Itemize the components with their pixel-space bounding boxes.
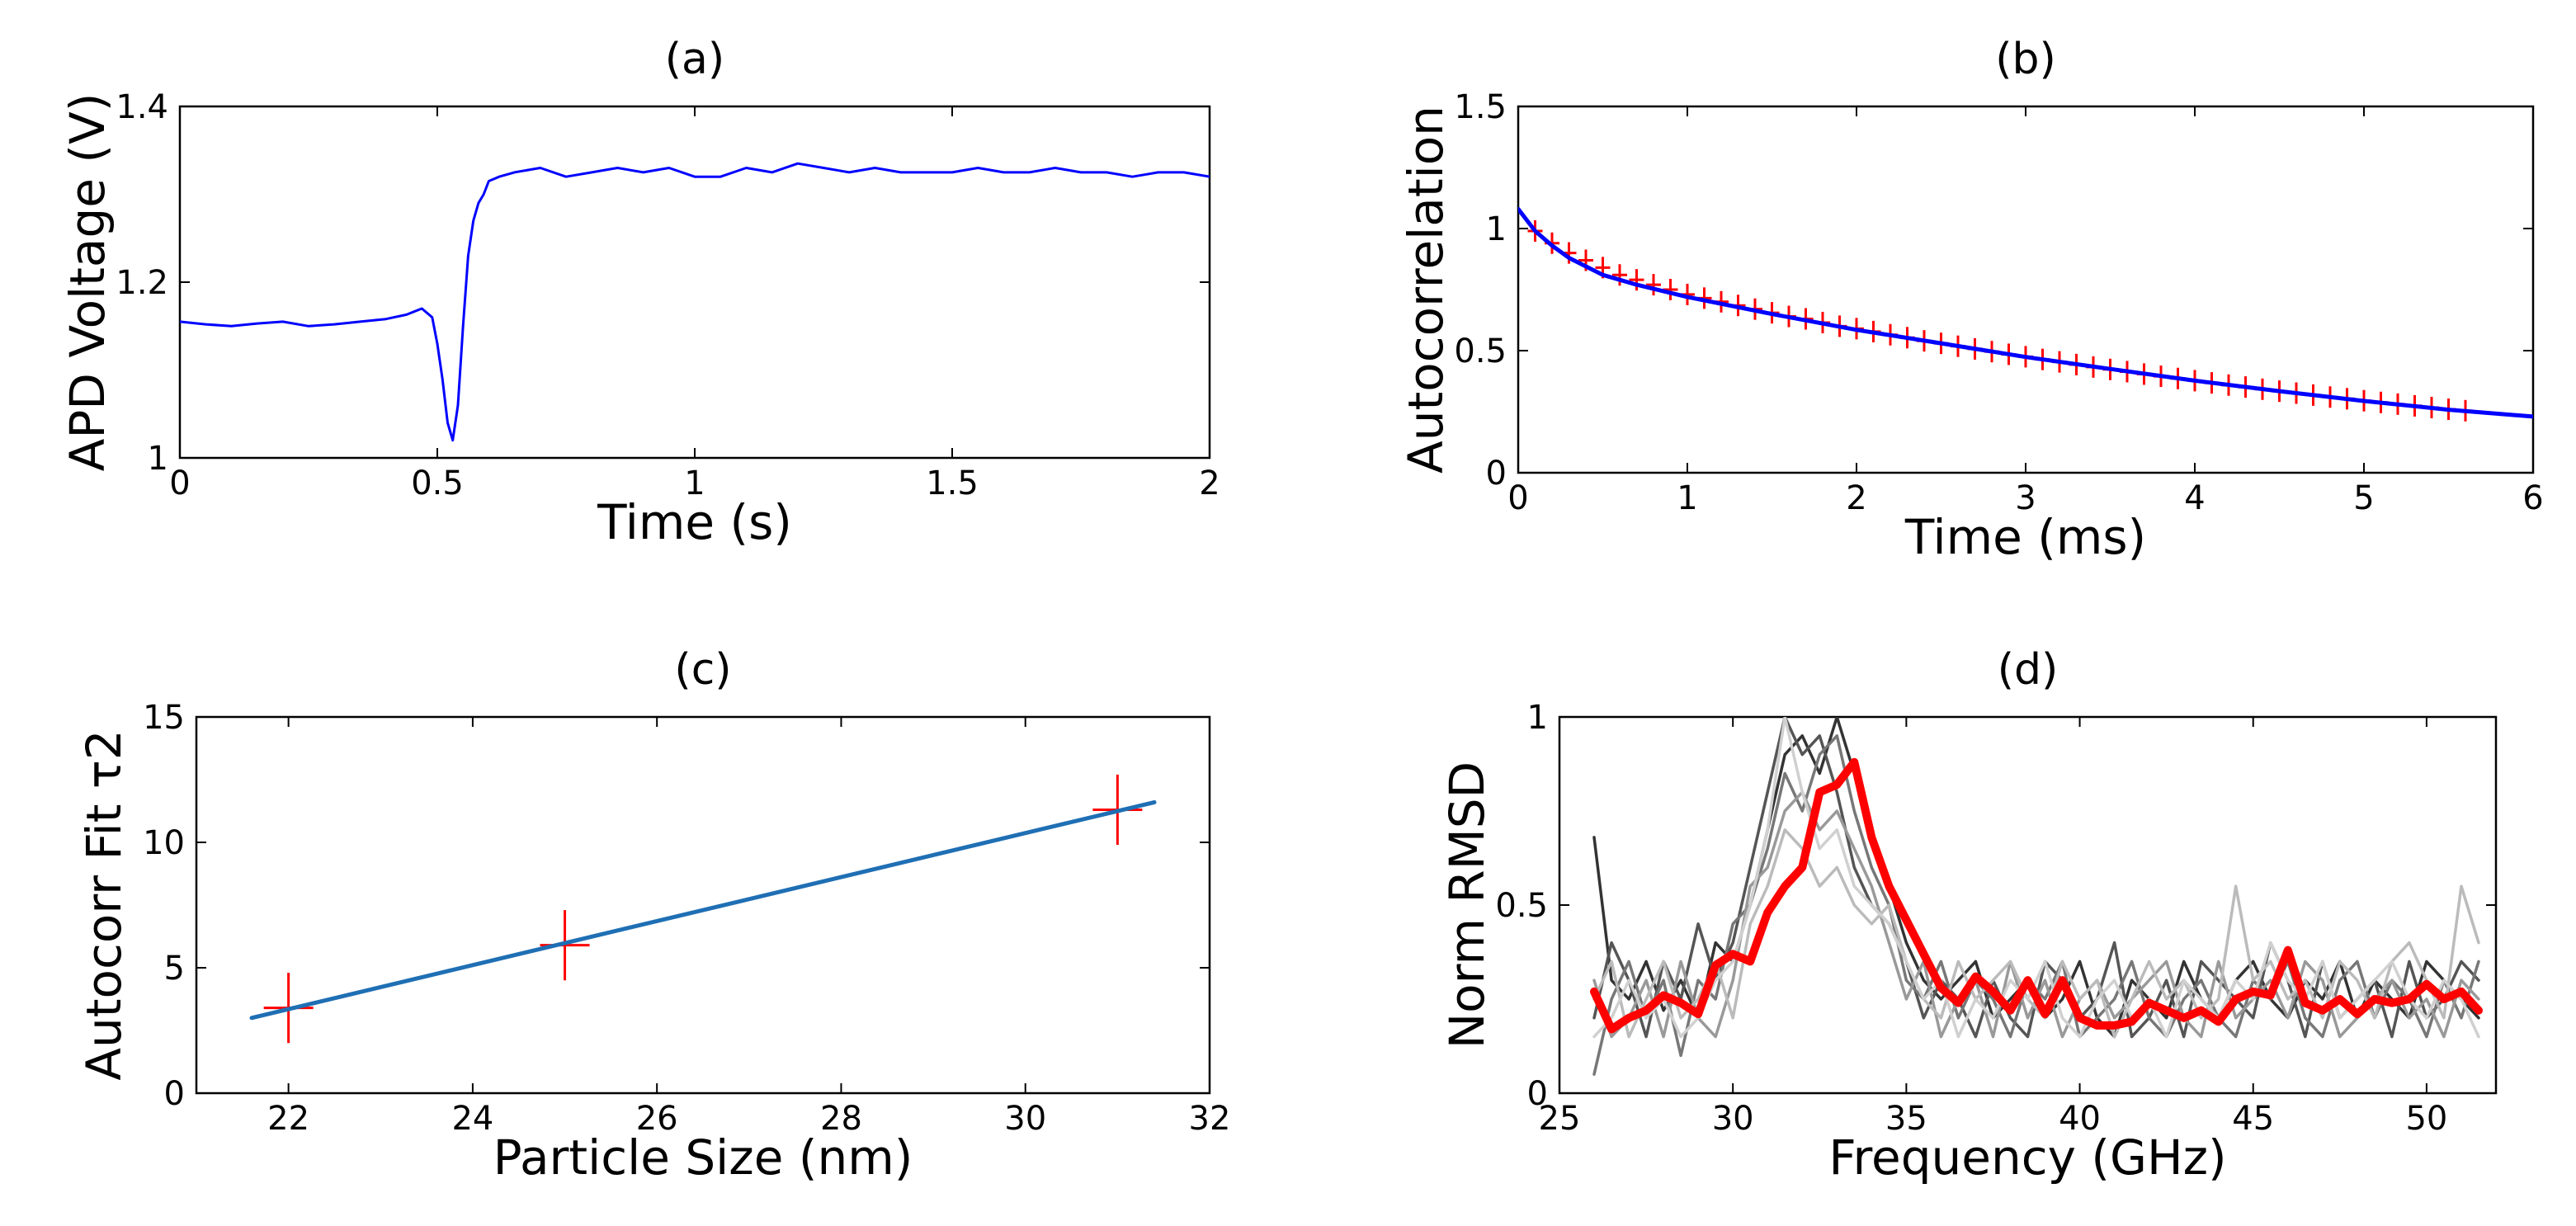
x-tick-label: 50 <box>2405 1100 2447 1138</box>
y-tick-label: 0 <box>1486 455 1507 493</box>
x-tick-label: 3 <box>2015 479 2036 517</box>
plot-frame <box>178 105 1211 460</box>
x-tick-label: 4 <box>2184 479 2205 517</box>
y-tick-label: 5 <box>164 950 185 988</box>
x-axis-label: Particle Size (nm) <box>493 1129 913 1186</box>
series-line-fit <box>1518 206 2533 419</box>
x-tick-label: 28 <box>820 1100 862 1138</box>
x-tick-label: 0.5 <box>411 464 464 502</box>
panel-d: 25 30 35 40 45 50 0 0.5 1 (d) Frequency (GHz) Norm … <box>1439 645 2498 1186</box>
y-tick-label: 1.5 <box>1454 88 1507 126</box>
y-tick-label: 15 <box>143 699 185 737</box>
series-line-apd-signal <box>180 162 1210 442</box>
chart-title: (d) <box>1998 645 2059 695</box>
y-tick-label: 1 <box>148 440 168 478</box>
plot-area <box>1518 206 2533 422</box>
series-line-mean <box>1590 757 2483 1034</box>
series-line-linear-fit <box>249 799 1157 1021</box>
y-tick-label: 1.2 <box>116 264 168 302</box>
y-tick-label: 0 <box>1527 1075 1548 1113</box>
x-tick-label: 1 <box>684 464 705 502</box>
chart-title: (a) <box>665 35 724 84</box>
y-axis-label: APD Voltage (V) <box>59 93 116 472</box>
y-axis-label: Autocorr Fit τ2 <box>76 729 132 1080</box>
x-tick-label: 45 <box>2232 1100 2274 1138</box>
chart-title: (b) <box>1995 35 2056 84</box>
x-tick-label: 5 <box>2353 479 2374 517</box>
x-tick-label: 40 <box>2059 1100 2101 1138</box>
x-tick-label: 6 <box>2522 479 2543 517</box>
x-tick-label: 25 <box>1539 1100 1581 1138</box>
x-tick-label: 30 <box>1004 1100 1046 1138</box>
x-tick-label: 2 <box>1846 479 1866 517</box>
x-tick-label: 2 <box>1199 464 1220 502</box>
panel-a: 0 0.5 1 1.5 2 1 1.2 1.4 (a) Time (s) APD Voltage (… <box>59 35 1220 550</box>
x-tick-label: 30 <box>1712 1100 1754 1138</box>
panel-c: 22 24 26 28 30 32 0 5 10 15 (c) Particle Size (nm) A… <box>76 645 1230 1186</box>
x-tick-label: 24 <box>451 1100 493 1138</box>
x-tick-label: 0 <box>169 464 190 502</box>
y-axis-label: Autocorrelation <box>1398 106 1454 474</box>
y-tick-label: 1 <box>1527 699 1548 737</box>
series-line-trace-3 <box>1592 734 2480 1076</box>
y-tick-label: 0 <box>164 1075 185 1113</box>
plot-area <box>180 162 1210 442</box>
plot-frame <box>195 715 1211 1095</box>
x-axis-label: Frequency (GHz) <box>1828 1129 2226 1186</box>
panel-b: 0 1 2 3 4 5 6 0 0.5 1 1.5 (b) Time (ms) Autocorrelati… <box>1398 35 2544 565</box>
x-tick-label: 1 <box>1677 479 1697 517</box>
plot-area <box>249 774 1157 1044</box>
x-tick-label: 0 <box>1507 479 1528 517</box>
y-tick-label: 0.5 <box>1495 887 1548 925</box>
x-tick-label: 32 <box>1189 1100 1231 1138</box>
y-tick-label: 1 <box>1486 210 1507 248</box>
x-tick-label: 1.5 <box>926 464 979 502</box>
y-tick-label: 1.4 <box>116 88 168 126</box>
series-line-trace-6 <box>1592 717 2480 1039</box>
y-tick-label: 0.5 <box>1454 332 1507 370</box>
chart-title: (c) <box>674 645 731 695</box>
x-tick-label: 26 <box>636 1100 678 1138</box>
y-axis-label: Norm RMSD <box>1439 762 1495 1049</box>
plot-area <box>1590 717 2483 1076</box>
x-axis-label: Time (s) <box>597 494 792 550</box>
x-tick-label: 22 <box>267 1100 309 1138</box>
x-tick-label: 35 <box>1885 1100 1927 1138</box>
x-axis-label: Time (ms) <box>1904 509 2146 565</box>
y-tick-label: 10 <box>143 824 185 862</box>
